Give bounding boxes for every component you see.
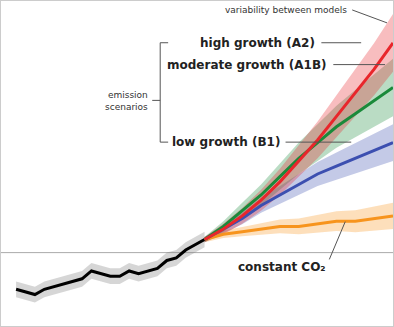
svg-text:variability between models: variability between models [225, 5, 347, 15]
svg-text:constant CO₂: constant CO₂ [238, 260, 326, 274]
svg-text:moderate growth (A1B): moderate growth (A1B) [167, 58, 327, 72]
svg-text:high growth (A2): high growth (A2) [200, 36, 315, 50]
svg-text:low growth (B1): low growth (B1) [172, 135, 280, 149]
svg-text:emissionscenarios: emissionscenarios [105, 90, 148, 112]
